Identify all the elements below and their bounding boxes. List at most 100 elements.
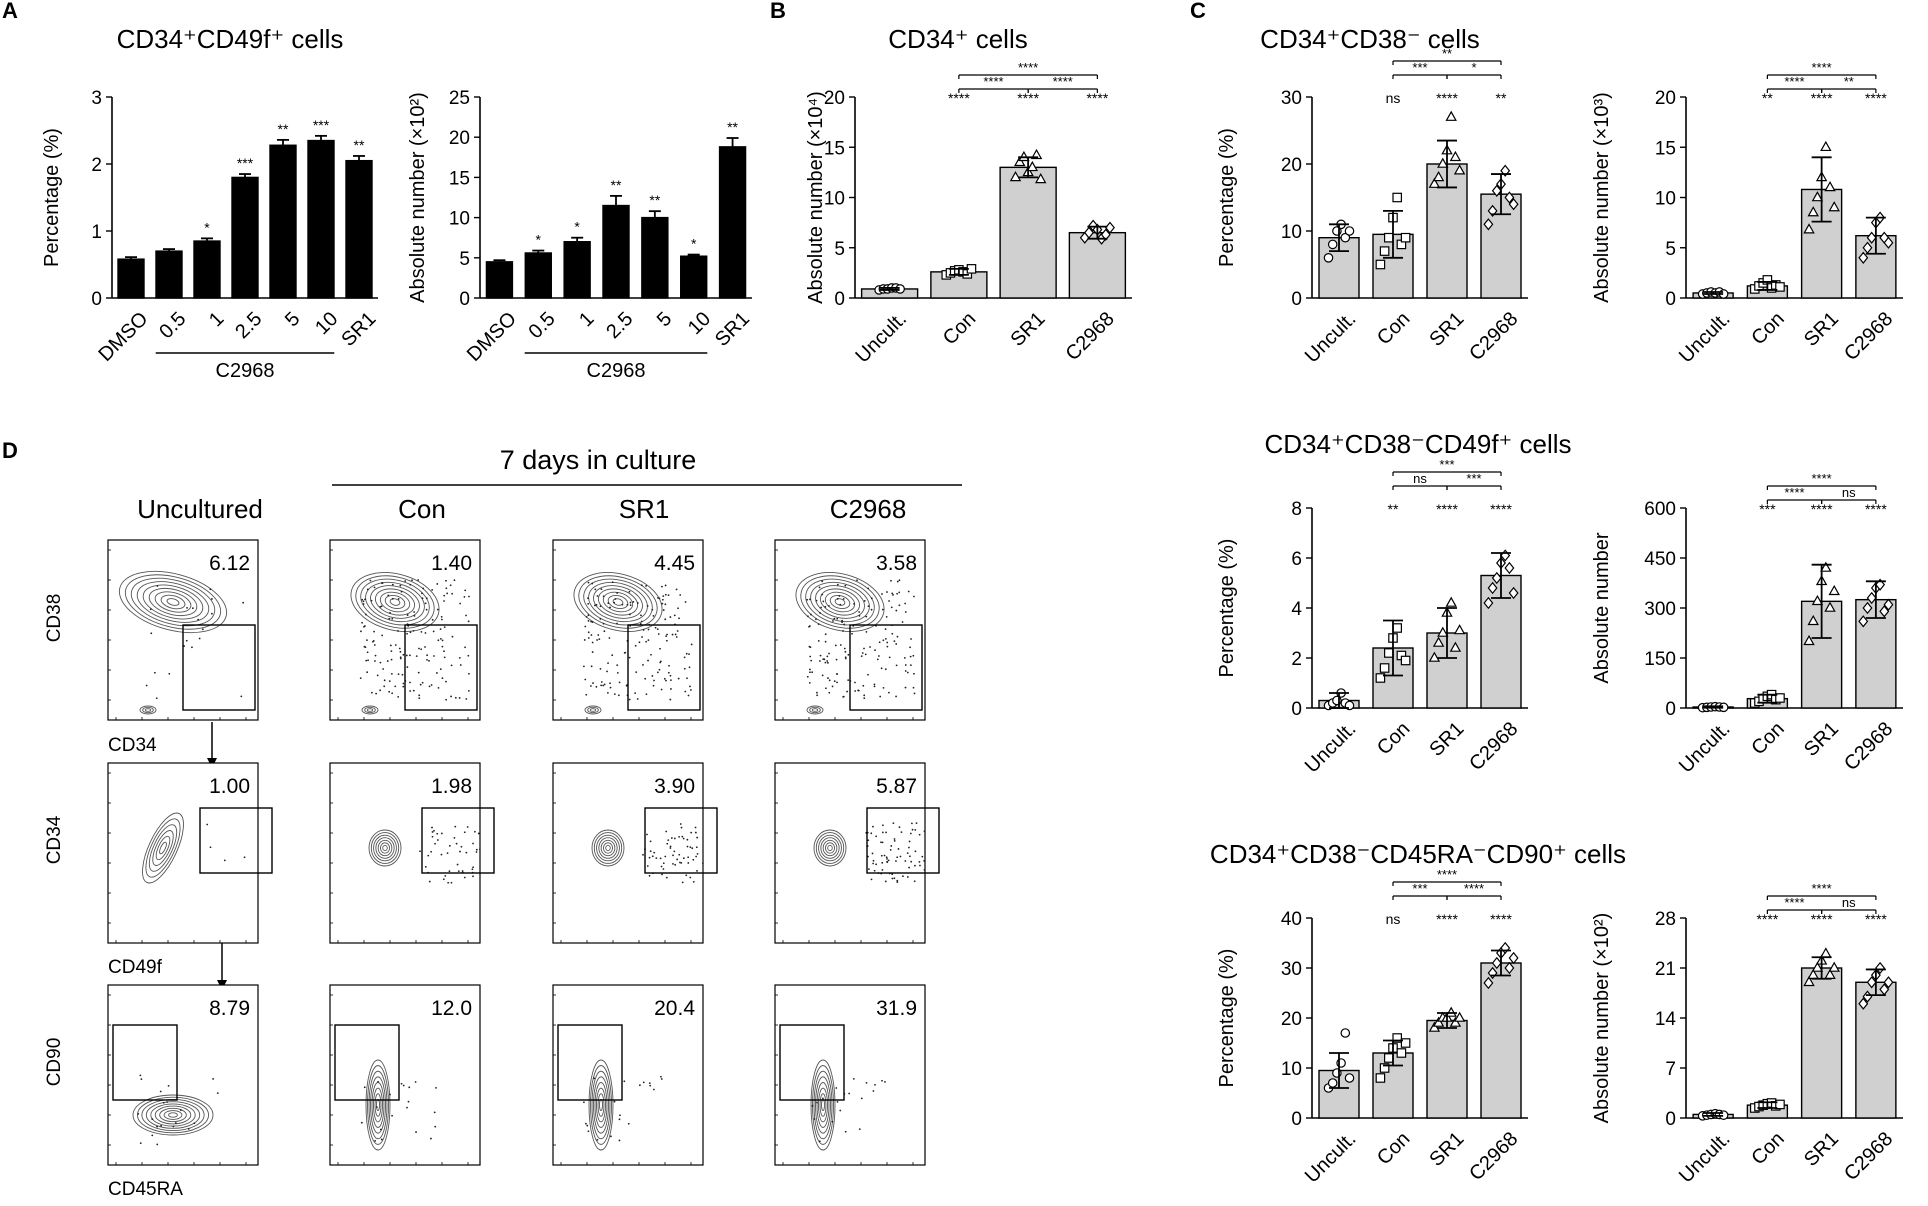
event-dot <box>809 671 811 674</box>
data-point <box>1483 218 1494 231</box>
event-dot <box>441 639 444 642</box>
event-dot <box>652 614 655 617</box>
event-dot <box>822 600 825 603</box>
event-dot <box>431 826 433 829</box>
event-dot <box>610 1135 612 1138</box>
significance-label: * <box>574 219 580 235</box>
event-dot <box>430 850 433 853</box>
flow-plot-r3-c2: 12.0 <box>329 984 481 1166</box>
event-dot <box>595 603 598 606</box>
y-axis-label: Percentage (%) <box>1216 949 1238 1088</box>
event-dot <box>836 673 839 676</box>
event-dot <box>595 685 598 688</box>
data-point <box>1807 206 1819 217</box>
event-dot <box>394 644 397 646</box>
event-dot <box>439 638 442 640</box>
category-label: C2968 <box>1465 1128 1522 1185</box>
significance-label: **** <box>1086 90 1108 106</box>
event-dot <box>409 631 412 634</box>
event-dot <box>362 603 365 605</box>
significance-label: ** <box>611 177 622 193</box>
event-dot <box>463 596 466 598</box>
event-dot <box>851 632 853 635</box>
event-dot <box>672 862 674 865</box>
event-dot <box>901 621 904 623</box>
data-point <box>1862 601 1873 615</box>
population-contour <box>136 1096 210 1134</box>
event-dot <box>240 695 243 698</box>
event-dot <box>642 664 644 666</box>
event-dot <box>409 583 412 586</box>
population-contour <box>596 834 620 862</box>
data-point <box>1504 561 1515 575</box>
y-tick-label: 2 <box>91 155 102 176</box>
event-dot <box>391 617 394 620</box>
data-point <box>1383 648 1394 658</box>
event-dot <box>658 597 661 600</box>
event-dot <box>896 635 899 638</box>
y-tick-label: 30 <box>1281 959 1302 980</box>
event-dot <box>602 684 605 687</box>
event-dot <box>867 673 869 676</box>
event-dot <box>627 1122 630 1125</box>
event-dot <box>156 1143 159 1146</box>
population-contour <box>809 706 821 714</box>
population-contour <box>374 1093 382 1117</box>
event-dot <box>881 841 884 844</box>
plot-frame <box>552 762 704 944</box>
population-contour <box>377 839 393 857</box>
category-label: Uncult. <box>851 308 911 368</box>
population-contour <box>367 1065 389 1145</box>
event-dot <box>651 608 654 611</box>
bar <box>193 240 221 299</box>
data-point <box>1379 663 1390 673</box>
event-dot <box>388 617 391 620</box>
event-dot <box>687 862 690 864</box>
event-dot <box>808 681 811 684</box>
event-dot <box>874 1083 876 1086</box>
event-dot <box>613 693 616 696</box>
data-point <box>1883 976 1894 989</box>
population-contour <box>142 812 184 884</box>
event-dot <box>884 668 887 671</box>
chart-c1: CD34⁺CD38⁻ cells 0 10 20 30 Percentage (%) ns *… <box>1216 24 1528 367</box>
y-axis-label: Percentage (%) <box>41 128 63 267</box>
bracket-label: ** <box>1442 46 1452 61</box>
event-dot <box>589 685 592 687</box>
event-dot <box>430 684 433 686</box>
data-point <box>1487 204 1498 218</box>
flow-plot-r2-c1: 1.00 <box>107 762 273 944</box>
event-dot <box>817 640 820 642</box>
y-tick-label: 10 <box>1281 222 1302 243</box>
event-dot <box>431 618 434 621</box>
event-dot <box>872 859 875 862</box>
event-dot <box>806 615 809 618</box>
event-dot <box>684 690 687 693</box>
population-contour <box>379 591 411 613</box>
population-contour <box>600 839 616 857</box>
event-dot <box>191 607 194 610</box>
panel-letter-b: B <box>770 0 786 23</box>
event-dot <box>880 667 883 670</box>
event-dot <box>664 855 667 858</box>
event-dot <box>886 641 889 644</box>
category-label: 5 <box>281 308 304 331</box>
event-dot <box>681 881 684 884</box>
event-dot <box>216 1092 219 1095</box>
event-dot <box>914 864 916 867</box>
category-label: 1 <box>575 308 598 331</box>
category-label: C2968 <box>1465 718 1522 775</box>
event-dot <box>400 590 403 593</box>
event-dot <box>443 600 445 602</box>
event-dot <box>414 1081 417 1083</box>
event-dot <box>844 1130 847 1133</box>
population-contour <box>148 587 198 617</box>
event-dot <box>854 681 856 684</box>
event-dot <box>446 592 449 595</box>
event-dot <box>872 825 874 828</box>
category-label: Uncult. <box>1675 308 1735 368</box>
event-dot <box>687 694 690 697</box>
event-dot <box>366 671 369 674</box>
event-dot <box>450 695 452 698</box>
